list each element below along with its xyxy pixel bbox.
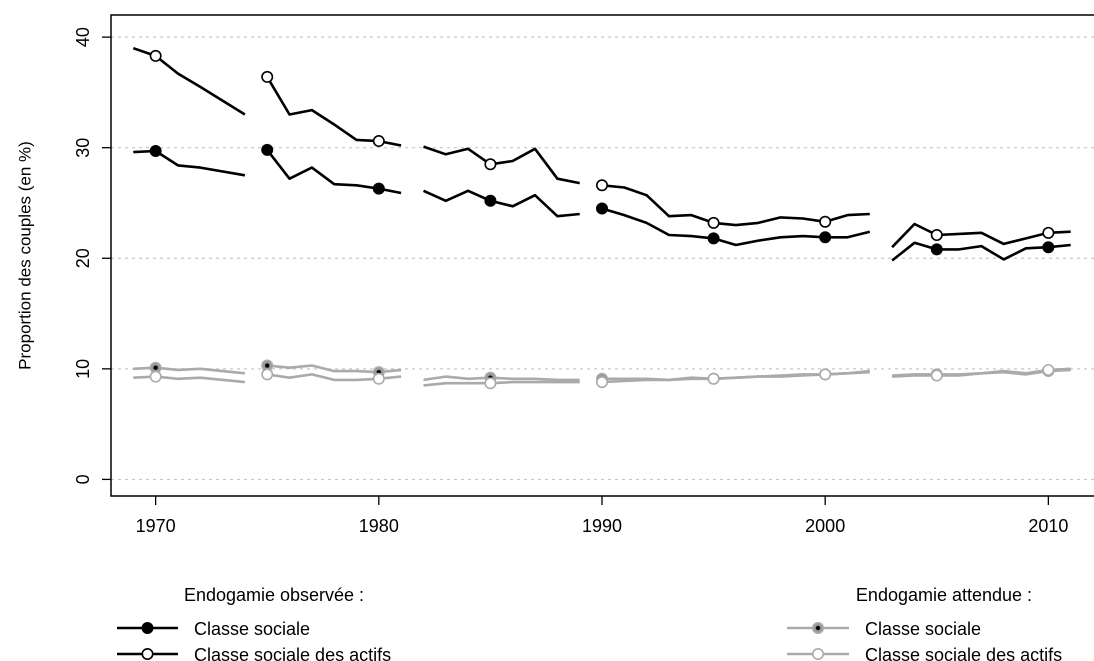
series-0-point-1990: [595, 202, 608, 215]
series-0-point-1970: [149, 145, 162, 158]
series-1-point-1990: [595, 179, 608, 192]
axes: 0 10 20 30 40 1970 1980 1990 2000 2010: [73, 27, 1068, 536]
series-3-point-1985: [484, 377, 497, 390]
legend-label-1-0: Classe sociale: [865, 619, 981, 639]
series-2-point-dot-1970: [153, 365, 158, 370]
series-2-point-dot-1975: [265, 363, 270, 368]
series-1-point-1975: [261, 70, 274, 83]
legend-swatch-dot-1-0: [815, 625, 821, 631]
series-0-point-2000: [819, 231, 832, 244]
series-1: [132, 46, 1071, 249]
series-lines: [132, 46, 1071, 390]
legend-swatch-marker-1-1: [811, 647, 824, 660]
series-0-line-segment-2: [422, 189, 580, 218]
series-0-point-1980: [372, 182, 385, 195]
series-1-point-1995: [707, 216, 720, 229]
series-2-line-segment-2: [423, 375, 580, 382]
series-1-point-2005: [930, 229, 943, 242]
series-3-point-1980: [372, 372, 385, 385]
series-0-point-1975: [261, 143, 274, 156]
series-3-point-2005: [930, 369, 943, 382]
series-2-line-segment-0: [133, 366, 246, 375]
series-0-point-1985: [484, 194, 497, 207]
legend-title-0: Endogamie observée :: [184, 585, 364, 605]
series-1-line-segment-4: [891, 222, 1071, 249]
series-3-line-segment-2: [423, 380, 580, 387]
series-1-point-1970: [149, 49, 162, 62]
y-axis-label: Proportion des couples (en %): [16, 141, 35, 370]
x-tick-label-1990: 1990: [582, 516, 622, 536]
legend-label-1-1: Classe sociale des actifs: [865, 645, 1062, 661]
y-tick-label-0: 0: [73, 474, 93, 484]
series-0-point-2005: [930, 243, 943, 256]
series-0-line-segment-0: [133, 149, 246, 177]
series-3-line-segment-4: [892, 367, 1071, 378]
plot-frame: [110, 14, 1094, 497]
legend-swatch-marker-0-1: [141, 647, 154, 660]
series-1-point-2010: [1042, 226, 1055, 239]
x-tick-label-1980: 1980: [359, 516, 399, 536]
series-1-point-1985: [484, 158, 497, 171]
series-3-point-2010: [1042, 363, 1055, 376]
series-3-point-1975: [261, 368, 274, 381]
series-3-point-1970: [149, 370, 162, 383]
series-0: [133, 143, 1071, 262]
series-1-line-segment-1: [266, 76, 402, 147]
series-3-line-segment-0: [133, 375, 246, 384]
legend: Endogamie observée : Classe sociale Classe…: [117, 585, 1062, 661]
y-tick-label-20: 20: [73, 248, 93, 268]
y-tick-label-30: 30: [73, 138, 93, 158]
series-3: [133, 363, 1071, 390]
series-3-point-1990: [595, 376, 608, 389]
series-0-point-2010: [1042, 241, 1055, 254]
series-0-point-1995: [707, 232, 720, 245]
series-3-point-1995: [707, 372, 720, 385]
series-1-point-1980: [372, 135, 385, 148]
grid: [111, 36, 1094, 481]
series-3-point-2000: [819, 368, 832, 381]
series-1-line-segment-2: [423, 145, 580, 185]
legend-label-0-0: Classe sociale: [194, 619, 310, 639]
y-tick-label-40: 40: [73, 27, 93, 47]
legend-swatch-marker-0-0: [141, 621, 154, 634]
x-tick-label-1970: 1970: [136, 516, 176, 536]
legend-label-0-1: Classe sociale des actifs: [194, 645, 391, 661]
series-0-line-segment-4: [891, 241, 1071, 262]
y-tick-label-10: 10: [73, 359, 93, 379]
x-tick-label-2010: 2010: [1028, 516, 1068, 536]
series-1-line-segment-0: [132, 46, 246, 116]
x-tick-label-2000: 2000: [805, 516, 845, 536]
series-1-point-2000: [819, 215, 832, 228]
legend-title-1: Endogamie attendue :: [856, 585, 1032, 605]
